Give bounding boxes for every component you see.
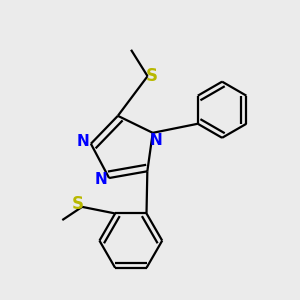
Text: N: N <box>150 133 162 148</box>
Text: N: N <box>94 172 107 187</box>
Text: S: S <box>146 67 158 85</box>
Text: N: N <box>76 134 89 148</box>
Text: S: S <box>71 195 83 213</box>
